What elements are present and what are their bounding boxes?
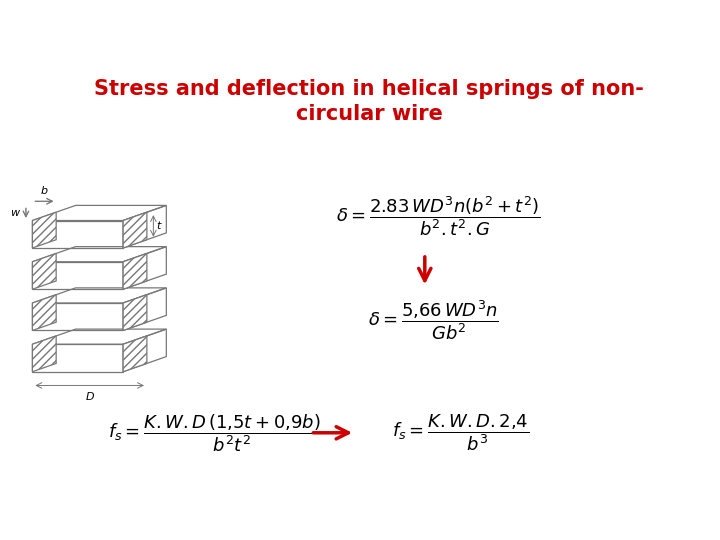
Text: $\delta = \dfrac{5{,}66\,WD^3n}{Gb^2}$: $\delta = \dfrac{5{,}66\,WD^3n}{Gb^2}$ — [368, 299, 499, 342]
Text: $f_s = \dfrac{K.W.D\,(1{,}5t + 0{,}9b)}{b^2t^2}$: $f_s = \dfrac{K.W.D\,(1{,}5t + 0{,}9b)}{… — [109, 412, 323, 454]
Polygon shape — [123, 336, 147, 372]
Text: w: w — [10, 208, 19, 218]
Text: Stress and deflection in helical springs of non-
circular wire: Stress and deflection in helical springs… — [94, 79, 644, 124]
Text: b: b — [41, 186, 48, 196]
Polygon shape — [32, 336, 56, 372]
Polygon shape — [32, 212, 56, 248]
Text: $\delta = \dfrac{2.83\,WD^3n(b^2 + t^2)}{b^2.t^2.G}$: $\delta = \dfrac{2.83\,WD^3n(b^2 + t^2)}… — [336, 194, 541, 239]
Polygon shape — [123, 253, 147, 289]
Polygon shape — [123, 295, 147, 330]
Text: t: t — [157, 221, 161, 231]
Polygon shape — [32, 253, 56, 289]
Text: $f_s = \dfrac{K.W.D.2{,}4}{b^3}$: $f_s = \dfrac{K.W.D.2{,}4}{b^3}$ — [392, 413, 530, 453]
Polygon shape — [123, 212, 147, 248]
Polygon shape — [32, 295, 56, 330]
Text: D: D — [86, 393, 94, 402]
